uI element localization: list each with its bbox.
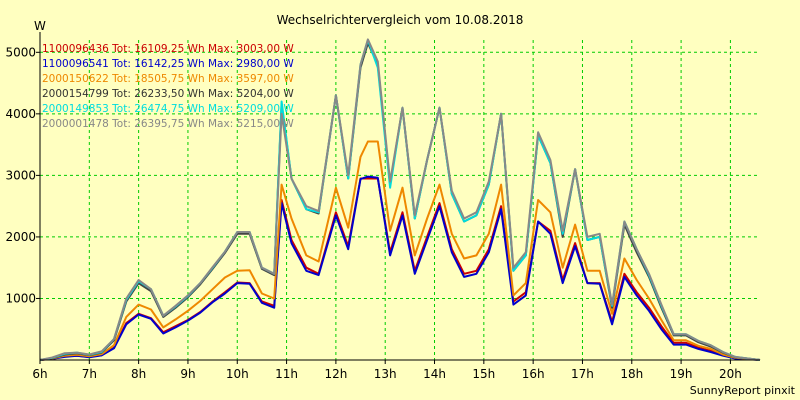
y-tick-label: 5000 xyxy=(5,45,36,59)
series-line-1100096436 xyxy=(39,177,761,361)
legend-entry: 1100096436 Tot: 16109,25 Wh Max: 3003,00… xyxy=(42,43,294,55)
y-tick-label: 4000 xyxy=(5,107,36,121)
x-tick-label: 14h xyxy=(423,367,446,381)
chart-title: Wechselrichtervergleich vom 10.08.2018 xyxy=(277,13,524,27)
x-tick-label: 12h xyxy=(324,367,347,381)
legend-entry: 2000150622 Tot: 18505,75 Wh Max: 3597,00… xyxy=(42,73,294,85)
x-tick-label: 15h xyxy=(472,367,495,381)
y-tick-label: 1000 xyxy=(5,291,36,305)
x-tick-label: 7h xyxy=(82,367,97,381)
legend-entry: 2000154799 Tot: 26233,50 Wh Max: 5204,00… xyxy=(42,88,294,100)
x-tick-label: 10h xyxy=(226,367,249,381)
y-tick-label: 3000 xyxy=(5,168,36,182)
series-line-2000001478 xyxy=(39,38,761,361)
x-tick-label: 16h xyxy=(522,367,545,381)
x-tick-label: 8h xyxy=(131,367,146,381)
x-tick-label: 19h xyxy=(670,367,693,381)
legend-entry: 2000149853 Tot: 26474,75 Wh Max: 5209,00… xyxy=(42,103,294,115)
axes: 1000 2000 3000 4000 5000 6h 7h 8h 9h 10h 11h 12h 13h… xyxy=(5,32,760,381)
x-tick-label: 13h xyxy=(374,367,397,381)
grid xyxy=(40,40,760,360)
y-tick-label: 2000 xyxy=(5,230,36,244)
x-tick-label: 17h xyxy=(571,367,594,381)
x-tick-label: 11h xyxy=(275,367,298,381)
credit: SunnyReport pinxit xyxy=(690,384,796,397)
series-group xyxy=(39,38,761,361)
x-tick-label: 9h xyxy=(180,367,195,381)
x-tick-label: 18h xyxy=(620,367,643,381)
series-line-1100096541 xyxy=(39,175,761,361)
y-axis-unit: W xyxy=(34,19,46,33)
series-line-2000150622 xyxy=(39,140,761,361)
x-tick-label: 6h xyxy=(32,367,47,381)
legend-entry: 2000001478 Tot: 26395,75 Wh Max: 5215,00… xyxy=(42,118,294,130)
x-tick-label: 20h xyxy=(719,367,742,381)
legend-entry: 1100096541 Tot: 16142,25 Wh Max: 2980,00… xyxy=(42,58,294,70)
legend: 1100096436 Tot: 16109,25 Wh Max: 3003,00… xyxy=(42,43,294,130)
